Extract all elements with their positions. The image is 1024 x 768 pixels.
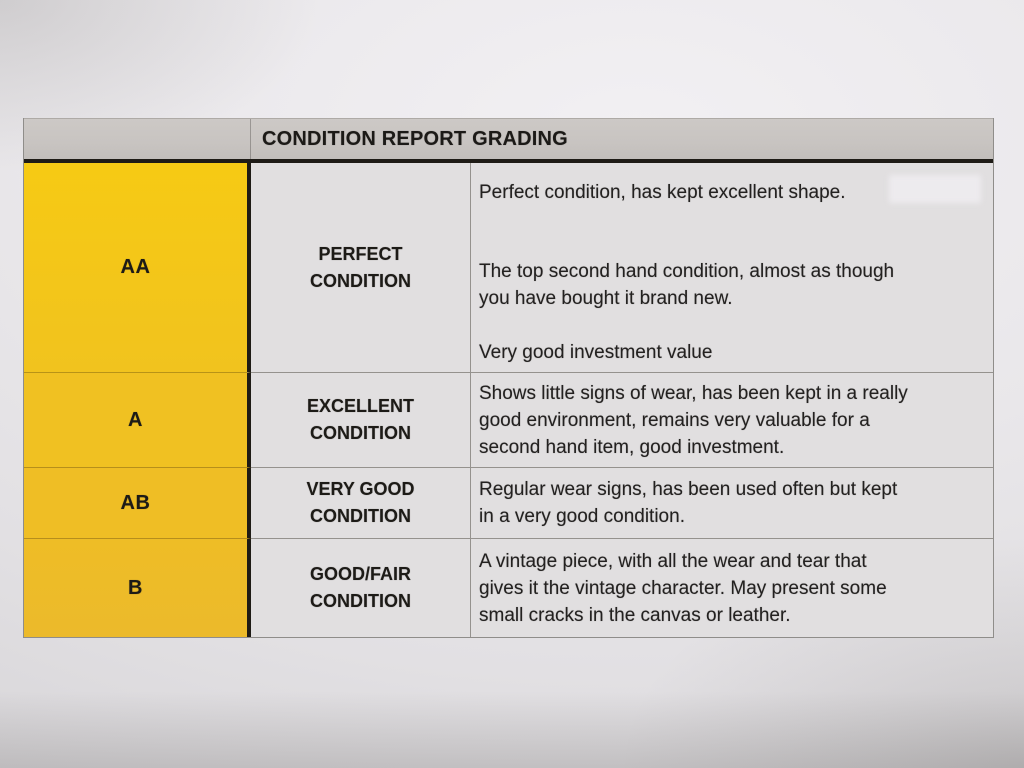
- table-header: CONDITION REPORT GRADING: [24, 118, 993, 163]
- condition-name-cell: PERFECT CONDITION: [251, 163, 471, 373]
- condition-name-cell: VERY GOOD CONDITION: [251, 468, 471, 539]
- table-row: B GOOD/FAIR CONDITION A vintage piece, w…: [24, 539, 993, 638]
- condition-grading-table: CONDITION REPORT GRADING AA PERFECT COND…: [23, 118, 994, 638]
- grade-cell: AA: [24, 163, 251, 373]
- description-cell: Perfect condition, has kept excellent sh…: [471, 163, 993, 373]
- condition-name: GOOD/FAIR CONDITION: [309, 564, 411, 611]
- description-paragraph: Shows little signs of wear, has been kep…: [479, 382, 908, 458]
- description-paragraph: Regular wear signs, has been used often …: [479, 479, 898, 527]
- table-row: AB VERY GOOD CONDITION Regular wear sign…: [24, 468, 993, 539]
- table-row: A EXCELLENT CONDITION Shows little signs…: [24, 373, 993, 468]
- description-cell: Regular wear signs, has been used often …: [471, 468, 993, 539]
- condition-name: PERFECT CONDITION: [310, 243, 411, 291]
- header-column-divider: [250, 119, 251, 159]
- grade-label: AA: [120, 256, 151, 278]
- table-title: CONDITION REPORT GRADING: [262, 127, 568, 150]
- description-paragraph: The top second hand condition, almost as…: [479, 261, 895, 309]
- grade-cell: AB: [24, 468, 251, 539]
- grade-label: A: [128, 408, 143, 431]
- description-paragraph: Very good investment value: [479, 342, 713, 363]
- condition-name: EXCELLENT CONDITION: [306, 396, 414, 443]
- whiteout-correction-mark: [889, 175, 981, 203]
- grade-cell: A: [24, 373, 251, 468]
- condition-name-cell: GOOD/FAIR CONDITION: [251, 539, 471, 637]
- condition-name: VERY GOOD CONDITION: [306, 479, 415, 526]
- grade-label: AB: [120, 491, 151, 514]
- grade-label: B: [128, 576, 143, 599]
- description-cell: A vintage piece, with all the wear and t…: [471, 539, 993, 637]
- description-paragraph: A vintage piece, with all the wear and t…: [479, 550, 887, 626]
- condition-name-cell: EXCELLENT CONDITION: [251, 373, 471, 468]
- table-row: AA PERFECT CONDITION Perfect condition, …: [24, 163, 993, 373]
- description-cell: Shows little signs of wear, has been kep…: [471, 373, 993, 468]
- description-paragraph: Perfect condition, has kept excellent sh…: [479, 182, 846, 203]
- grade-cell: B: [24, 539, 251, 637]
